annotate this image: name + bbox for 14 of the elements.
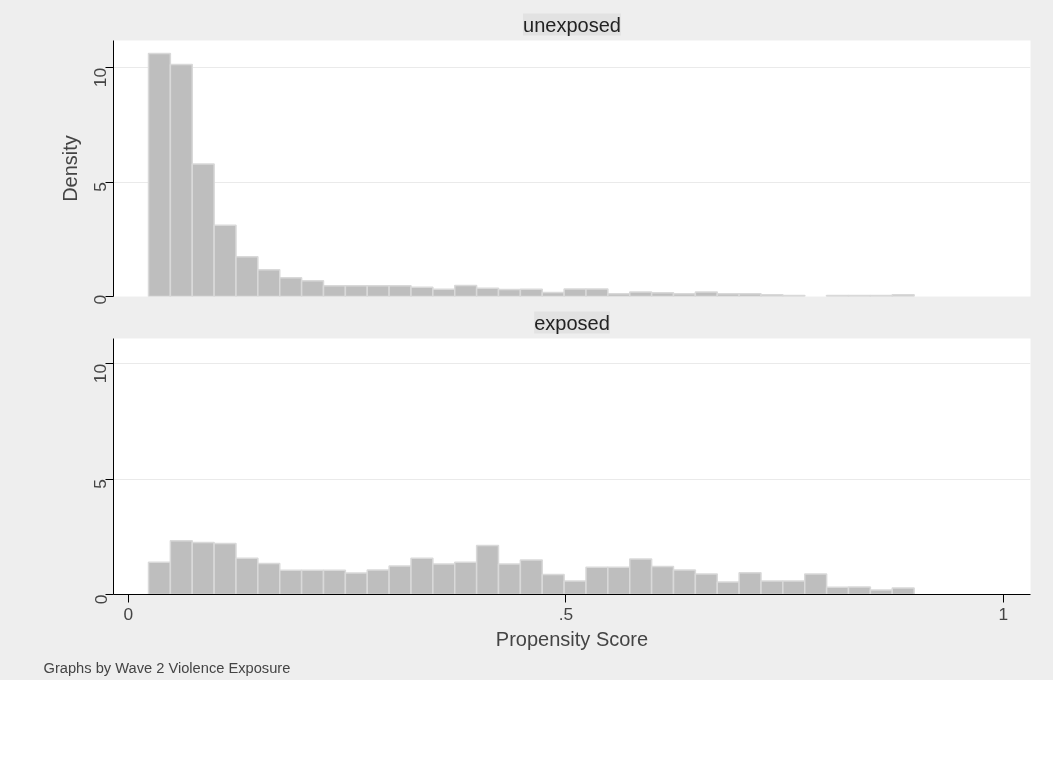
y-axis-title: Density (58, 135, 81, 202)
text: Graphs by Wave 2 Violence Exposure (43, 659, 291, 676)
y-tick-label: 10 (90, 363, 111, 384)
y-tick-label: 5 (90, 479, 111, 489)
chart-title: unexposed (523, 13, 621, 36)
x-tick-label: 0 (123, 603, 134, 624)
y-tick-label: 0 (90, 294, 111, 305)
x-tick-label: .5 (558, 603, 574, 624)
chart-title: exposed (534, 311, 610, 334)
x-axis-title: Propensity Score (495, 627, 649, 650)
y-tick-label: 10 (90, 67, 111, 88)
y-tick-label: 0 (90, 594, 111, 605)
x-tick-label: 1 (998, 603, 1009, 624)
y-tick-label: 5 (90, 182, 111, 192)
